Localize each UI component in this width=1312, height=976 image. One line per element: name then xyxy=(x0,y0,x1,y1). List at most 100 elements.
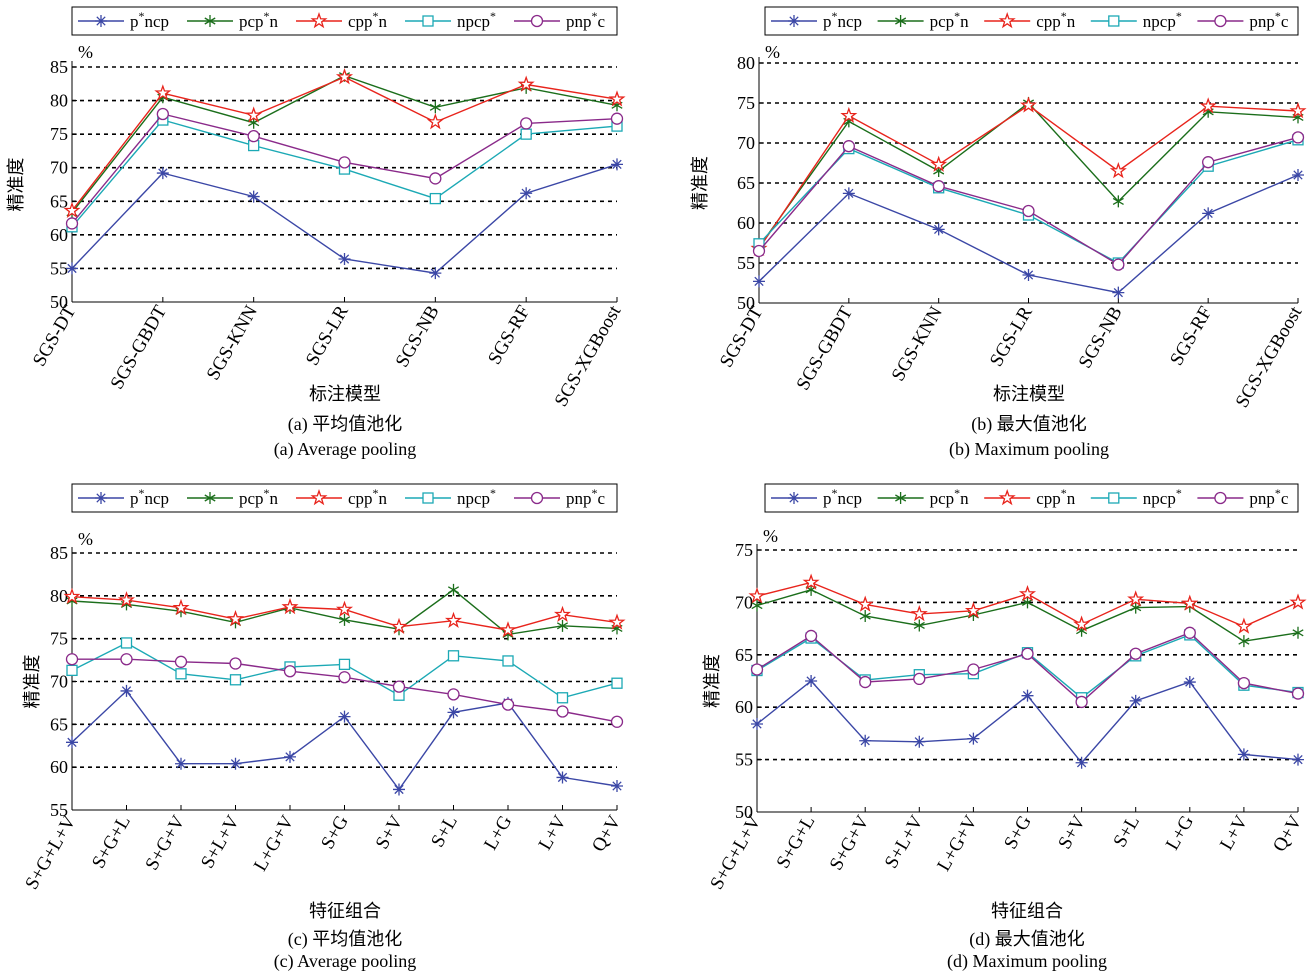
circle-icon xyxy=(1214,491,1227,505)
square-icon xyxy=(1108,15,1120,27)
data-point xyxy=(1075,695,1088,709)
data-point xyxy=(499,621,517,638)
x-axis-label: 特征组合 xyxy=(991,901,1063,921)
star-icon xyxy=(788,492,800,504)
y-tick-label: 70 xyxy=(735,592,753,612)
series-line-square xyxy=(71,642,618,699)
data-point xyxy=(964,601,982,619)
data-point xyxy=(910,604,928,622)
data-point xyxy=(175,757,187,770)
x-tick-label: SGS-NB xyxy=(392,302,444,371)
data-point xyxy=(520,187,533,200)
y-tick-label: 75 xyxy=(737,93,755,113)
star-icon xyxy=(95,15,107,27)
x-tick-label: L+G+V xyxy=(933,812,982,875)
asterisk-icon xyxy=(895,492,907,504)
circle-icon xyxy=(530,14,544,28)
data-point xyxy=(1237,676,1251,690)
data-point xyxy=(1073,615,1091,632)
series-line-star xyxy=(71,689,618,791)
y-tick-label: 60 xyxy=(50,225,68,245)
caption-cn: (a) 平均值池化 xyxy=(288,414,402,435)
circle-icon xyxy=(1214,14,1227,28)
y-tick-label: 50 xyxy=(737,293,755,313)
data-point xyxy=(1109,162,1127,179)
x-tick-label: Q+V xyxy=(588,812,625,856)
legend-label: pcp*n xyxy=(239,9,279,31)
y-tick-label: 75 xyxy=(735,540,753,560)
data-point xyxy=(1019,96,1038,113)
data-point xyxy=(229,657,242,670)
data-point xyxy=(172,598,190,616)
data-point xyxy=(338,671,351,684)
data-point xyxy=(429,267,442,280)
data-point xyxy=(556,692,569,704)
y-tick-label: 70 xyxy=(50,158,68,178)
data-point xyxy=(1289,102,1307,119)
y-tick-label: 65 xyxy=(50,714,68,734)
data-point xyxy=(1021,596,1034,609)
series-line-asterisk xyxy=(758,102,1299,248)
y-axis-label: 精准度 xyxy=(22,655,42,709)
data-point xyxy=(913,619,925,632)
data-point xyxy=(66,736,78,749)
y-tick-label: 60 xyxy=(737,213,755,233)
legend: p*ncp pcp*n cpp*n npcp* pnp*c xyxy=(764,6,1299,36)
x-tick-label: S+G xyxy=(317,812,353,853)
x-tick-label: S+V xyxy=(1054,812,1090,853)
data-point xyxy=(447,706,460,719)
data-point xyxy=(520,117,533,130)
data-point xyxy=(174,655,188,668)
asterisk-icon xyxy=(895,15,907,27)
caption-cn: (d) 最大值池化 xyxy=(969,929,1085,950)
data-point xyxy=(66,664,78,677)
series-line-pentagram xyxy=(758,104,1299,249)
legend-label: npcp* xyxy=(457,486,496,508)
legend-label: pnp*c xyxy=(1249,486,1288,508)
y-tick-label: 65 xyxy=(737,173,755,193)
data-point xyxy=(967,663,980,676)
data-point xyxy=(335,600,354,617)
data-point xyxy=(610,715,624,728)
data-point xyxy=(610,112,624,125)
data-point xyxy=(1292,753,1304,766)
data-point xyxy=(65,653,79,666)
x-tick-label: SGS-XGBoost xyxy=(1232,302,1307,411)
chart-c: 55 60 65 70 75 80 85% 精准度 S+G+L+V S+G+L S+G+V S+L+V… xyxy=(21,483,626,972)
data-point xyxy=(932,223,945,236)
data-point xyxy=(120,684,133,697)
data-point xyxy=(611,158,623,171)
y-tick-label: 70 xyxy=(737,133,755,153)
y-tick-label: 75 xyxy=(50,629,68,649)
data-point xyxy=(1183,676,1196,689)
legend-label: p*ncp xyxy=(823,486,862,508)
caption-en: (b) Maximum pooling xyxy=(949,439,1109,460)
data-point xyxy=(501,698,515,711)
x-tick-label: SGS-LR xyxy=(302,302,353,369)
data-point xyxy=(930,155,948,172)
legend-box xyxy=(71,6,618,36)
caption-en: (a) Average pooling xyxy=(274,439,417,460)
data-point xyxy=(1199,97,1217,114)
data-point xyxy=(859,734,872,747)
data-point xyxy=(338,156,351,169)
data-point xyxy=(805,675,818,687)
y-tick-label: 65 xyxy=(735,645,753,665)
y-tick-label: 80 xyxy=(737,53,755,73)
data-point xyxy=(283,665,297,678)
data-point xyxy=(932,180,945,193)
legend: p*ncp pcp*n cpp*n npcp* pnp*c xyxy=(71,483,618,513)
x-tick-label: S+G+L+V xyxy=(21,812,80,894)
data-point xyxy=(608,613,626,630)
x-tick-label: L+G xyxy=(480,812,516,854)
square-icon xyxy=(422,492,434,504)
y-tick-label: 85 xyxy=(50,57,68,77)
data-point xyxy=(1075,756,1088,769)
data-point xyxy=(63,201,81,218)
data-point xyxy=(611,677,623,689)
data-point xyxy=(444,611,463,628)
y-tick-label: 55 xyxy=(50,800,68,820)
x-tick-label: L+G xyxy=(1162,812,1198,854)
